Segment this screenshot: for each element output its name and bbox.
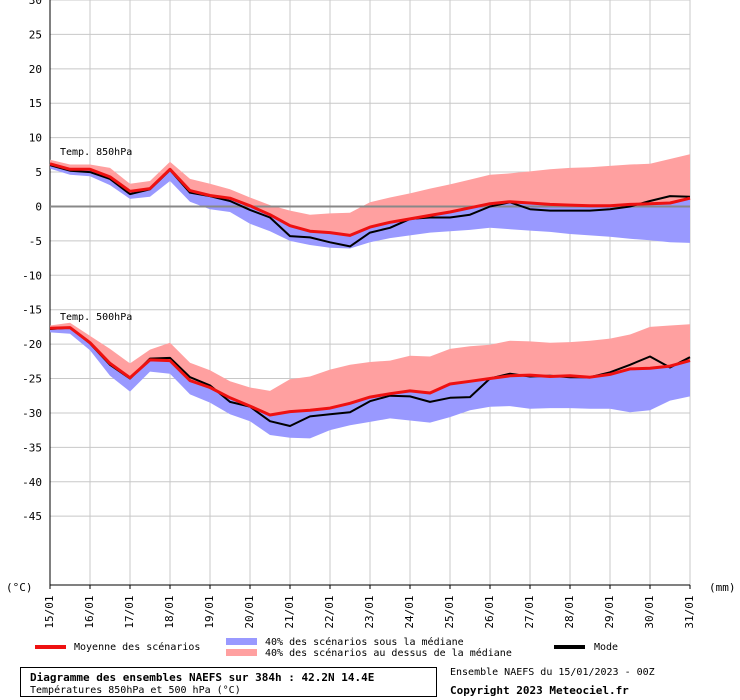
y-axis-unit-left: (°C): [6, 581, 33, 594]
panel-label-1: Temp. 850hPa: [60, 147, 132, 158]
y-tick-label: -40: [22, 476, 42, 489]
x-tick-label: 21/01: [283, 595, 296, 628]
x-tick-label: 24/01: [403, 595, 416, 628]
series-lines: [49, 162, 691, 427]
y-tick-label: -10: [22, 269, 42, 282]
x-tick-label: 27/01: [523, 595, 536, 628]
y-tick-label: 20: [29, 63, 42, 76]
x-tick-label: 30/01: [643, 595, 656, 628]
panel-labels: Temp. 850hPa Temp. 500hPa: [60, 147, 132, 323]
y-axis-unit-right: (mm): [709, 581, 736, 594]
panel-label-2: Temp. 500hPa: [60, 312, 132, 323]
band-below-panel-1: [50, 163, 690, 249]
legend-label-above: 40% des scénarios au dessus de la médian…: [265, 647, 512, 659]
y-tick-label: -15: [22, 304, 42, 317]
legend-swatch-mode: [554, 645, 585, 649]
y-tick-label: -5: [29, 235, 42, 248]
x-tick-label: 28/01: [563, 595, 576, 628]
x-axis-ticks: 15/01 16/01 17/01 18/01 19/01 20/01 21/01 22/01…: [43, 585, 696, 629]
series-mean-panel-2: [49, 326, 691, 417]
x-tick-label: 23/01: [363, 595, 376, 628]
legend-swatch-below: [226, 638, 257, 645]
band-above-panel-1: [50, 154, 690, 236]
y-tick-label: 25: [29, 28, 42, 41]
chart-title-box: Diagramme des ensembles NAEFS sur 384h :…: [20, 667, 437, 697]
y-tick-label: 15: [29, 97, 42, 110]
band-below-panel-2: [50, 327, 690, 439]
x-tick-label: 25/01: [443, 595, 456, 628]
y-tick-label: 5: [35, 166, 42, 179]
legend-swatch-mean: [35, 645, 66, 649]
x-tick-label: 17/01: [123, 595, 136, 628]
y-tick-label: -20: [22, 338, 42, 351]
legend-label-mean: Moyenne des scénarios: [74, 641, 200, 653]
y-tick-label: -35: [22, 441, 42, 454]
run-info: Ensemble NAEFS du 15/01/2023 - 00Z: [450, 667, 655, 678]
x-tick-label: 31/01: [683, 595, 696, 628]
ensemble-temperature-chart: 30 25 20 15 10 5 0 -5 -10 -15 -20 -25 -30 -35 -40 -45 1…: [6, 0, 736, 659]
y-tick-label: -25: [22, 373, 42, 386]
x-tick-label: 16/01: [83, 595, 96, 628]
x-tick-label: 22/01: [323, 595, 336, 628]
x-tick-label: 18/01: [163, 595, 176, 628]
y-tick-label: 30: [29, 0, 42, 7]
y-tick-label: 10: [29, 132, 42, 145]
y-axis-ticks: 30 25 20 15 10 5 0 -5 -10 -15 -20 -25 -30 -35 -40 -45: [22, 0, 42, 523]
x-tick-label: 20/01: [243, 595, 256, 628]
x-tick-label: 26/01: [483, 595, 496, 628]
legend-label-mode: Mode: [594, 642, 618, 653]
series-mean-panel-1: [49, 162, 691, 237]
y-tick-label: 0: [35, 200, 42, 213]
chart-title: Diagramme des ensembles NAEFS sur 384h :…: [30, 671, 375, 684]
x-tick-label: 19/01: [203, 595, 216, 628]
y-tick-label: -45: [22, 510, 42, 523]
legend: Moyenne des scénarios 40% des scénarios …: [35, 636, 618, 659]
x-tick-label: 15/01: [43, 595, 56, 628]
x-tick-label: 29/01: [603, 595, 616, 628]
chart-subtitle: Températures 850hPa et 500 hPa (°C): [30, 685, 241, 696]
copyright: Copyright 2023 Meteociel.fr: [450, 684, 629, 697]
legend-label-below: 40% des scénarios sous la médiane: [265, 636, 464, 648]
spread-bands: [50, 154, 690, 439]
y-tick-label: -30: [22, 407, 42, 420]
band-above-panel-2: [50, 322, 690, 415]
legend-swatch-above: [226, 649, 257, 656]
